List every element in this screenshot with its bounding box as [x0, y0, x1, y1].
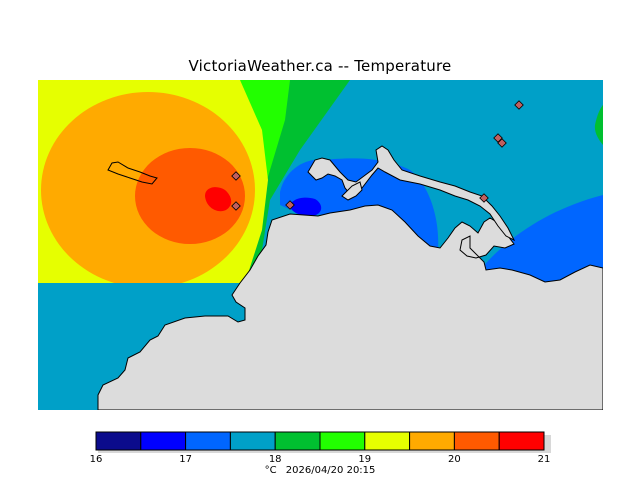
legend-swatch [140, 431, 187, 451]
land-islet [341, 181, 363, 201]
legend-swatch [409, 431, 455, 451]
legend-tick-label: 17 [179, 454, 192, 465]
station-marker [231, 201, 241, 211]
legend-tick-label: 16 [89, 454, 103, 465]
station-marker [231, 171, 241, 181]
field-cold-core [290, 197, 322, 216]
field-hot-core [205, 187, 232, 212]
legend-tick-label: 21 [537, 454, 551, 465]
units-label: °C [264, 465, 277, 476]
legend-swatch [453, 431, 500, 451]
field-cool-east [480, 195, 603, 290]
legend-swatch [319, 431, 366, 451]
station-marker [514, 100, 524, 110]
legend-swatch [498, 431, 545, 451]
legend-tick-label: 20 [448, 454, 461, 465]
legend-swatch [185, 431, 231, 451]
west-island-outline [107, 161, 158, 185]
legend-caption: °C 2026/04/20 20:15 [262, 465, 379, 476]
legend-tick-label: 18 [268, 454, 282, 465]
timestamp: 2026/04/20 20:15 [285, 465, 376, 476]
station-marker [497, 138, 507, 148]
land-mass [97, 204, 603, 410]
legend-swatch [95, 431, 142, 451]
legend-swatch [274, 431, 321, 451]
legend-swatch [229, 431, 276, 451]
legend-tick-label: 19 [358, 454, 372, 465]
station-marker [285, 200, 295, 210]
station-marker [479, 193, 489, 203]
legend-swatch [364, 431, 411, 451]
field-east-edge [594, 105, 603, 145]
map-title: VictoriaWeather.ca -- Temperature [188, 57, 452, 75]
field-20-5-21 [135, 148, 245, 244]
